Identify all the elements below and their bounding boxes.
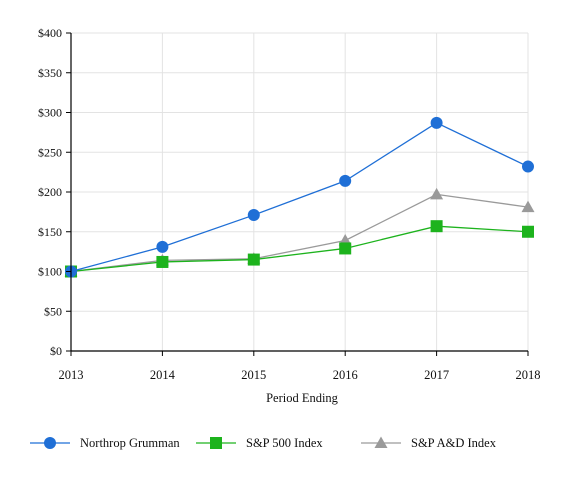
series-line-northrop-grumman bbox=[70, 122, 529, 273]
data-point-northrop-grumman bbox=[247, 209, 260, 222]
x-tick-label: 2013 bbox=[59, 368, 84, 382]
tick-labels: $0 $50 $100 $150 $200 $250 $300 $350 $400 2013 201… bbox=[38, 26, 541, 382]
legend-label: S&P A&D Index bbox=[411, 436, 497, 450]
data-point-northrop-grumman bbox=[156, 240, 169, 253]
y-tick-label: $300 bbox=[38, 106, 62, 120]
data-point-s-p-500-index bbox=[339, 242, 352, 255]
series-line-s-p-a-d-index bbox=[70, 193, 529, 273]
y-tick-label: $350 bbox=[38, 66, 62, 80]
data-point-northrop-grumman bbox=[430, 116, 443, 129]
series-s-p-500-index bbox=[65, 220, 534, 278]
y-tick-label: $0 bbox=[50, 344, 62, 358]
legend-marker bbox=[210, 437, 222, 449]
y-tick-label: $50 bbox=[44, 304, 62, 318]
legend-marker bbox=[44, 437, 56, 449]
data-point-s-p-a-d-index bbox=[430, 187, 444, 200]
y-tick-label: $400 bbox=[38, 26, 62, 40]
y-tick-label: $100 bbox=[38, 265, 62, 279]
legend-marker bbox=[374, 436, 388, 448]
y-tick-label: $200 bbox=[38, 185, 62, 199]
legend-item-s-p-a-d-index: S&P A&D Index bbox=[361, 436, 497, 450]
x-tick-label: 2018 bbox=[516, 368, 541, 382]
series-layer bbox=[64, 116, 535, 278]
gridlines bbox=[71, 32, 529, 351]
y-tick-label: $150 bbox=[38, 225, 62, 239]
data-point-s-p-500-index bbox=[430, 220, 443, 233]
series-line-s-p-500-index bbox=[70, 225, 529, 273]
x-tick-label: 2017 bbox=[424, 368, 449, 382]
axes bbox=[66, 32, 529, 356]
legend-item-s-p-500-index: S&P 500 Index bbox=[196, 436, 323, 450]
x-tick-label: 2015 bbox=[241, 368, 266, 382]
y-tick-label: $250 bbox=[38, 145, 62, 159]
legend-label: Northrop Grumman bbox=[80, 436, 180, 450]
data-point-s-p-500-index bbox=[522, 225, 534, 238]
legend-item-northrop-grumman: Northrop Grumman bbox=[30, 436, 180, 450]
x-axis-title: Period Ending bbox=[266, 391, 339, 405]
data-point-s-p-500-index bbox=[156, 255, 169, 268]
data-point-northrop-grumman bbox=[522, 160, 534, 173]
data-point-s-p-500-index bbox=[247, 253, 260, 266]
data-point-northrop-grumman bbox=[339, 174, 352, 187]
legend-label: S&P 500 Index bbox=[246, 436, 323, 450]
x-tick-label: 2014 bbox=[150, 368, 176, 382]
x-tick-label: 2016 bbox=[333, 368, 358, 382]
data-point-s-p-a-d-index bbox=[521, 200, 535, 213]
legend: Northrop Grumman S&P 500 Index S&P A&D Ind… bbox=[30, 436, 497, 450]
